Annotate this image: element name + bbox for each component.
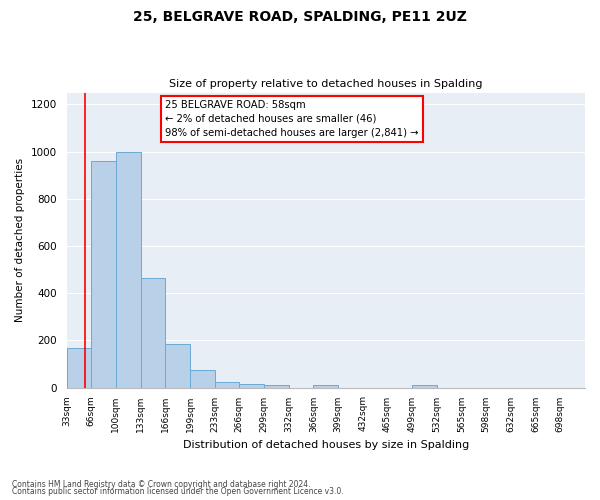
Title: Size of property relative to detached houses in Spalding: Size of property relative to detached ho… bbox=[169, 79, 482, 89]
Bar bbox=[313, 386, 338, 388]
Bar bbox=[264, 386, 289, 388]
Bar bbox=[190, 370, 215, 388]
Text: 25 BELGRAVE ROAD: 58sqm
← 2% of detached houses are smaller (46)
98% of semi-det: 25 BELGRAVE ROAD: 58sqm ← 2% of detached… bbox=[165, 100, 419, 138]
Y-axis label: Number of detached properties: Number of detached properties bbox=[15, 158, 25, 322]
Bar bbox=[412, 386, 437, 388]
Bar bbox=[165, 344, 190, 388]
Text: Contains public sector information licensed under the Open Government Licence v3: Contains public sector information licen… bbox=[12, 487, 344, 496]
Bar bbox=[215, 382, 239, 388]
Bar bbox=[116, 152, 140, 388]
Text: Contains HM Land Registry data © Crown copyright and database right 2024.: Contains HM Land Registry data © Crown c… bbox=[12, 480, 311, 489]
X-axis label: Distribution of detached houses by size in Spalding: Distribution of detached houses by size … bbox=[182, 440, 469, 450]
Text: 25, BELGRAVE ROAD, SPALDING, PE11 2UZ: 25, BELGRAVE ROAD, SPALDING, PE11 2UZ bbox=[133, 10, 467, 24]
Bar bbox=[67, 348, 91, 388]
Bar bbox=[91, 161, 116, 388]
Bar bbox=[239, 384, 264, 388]
Bar bbox=[140, 278, 165, 388]
